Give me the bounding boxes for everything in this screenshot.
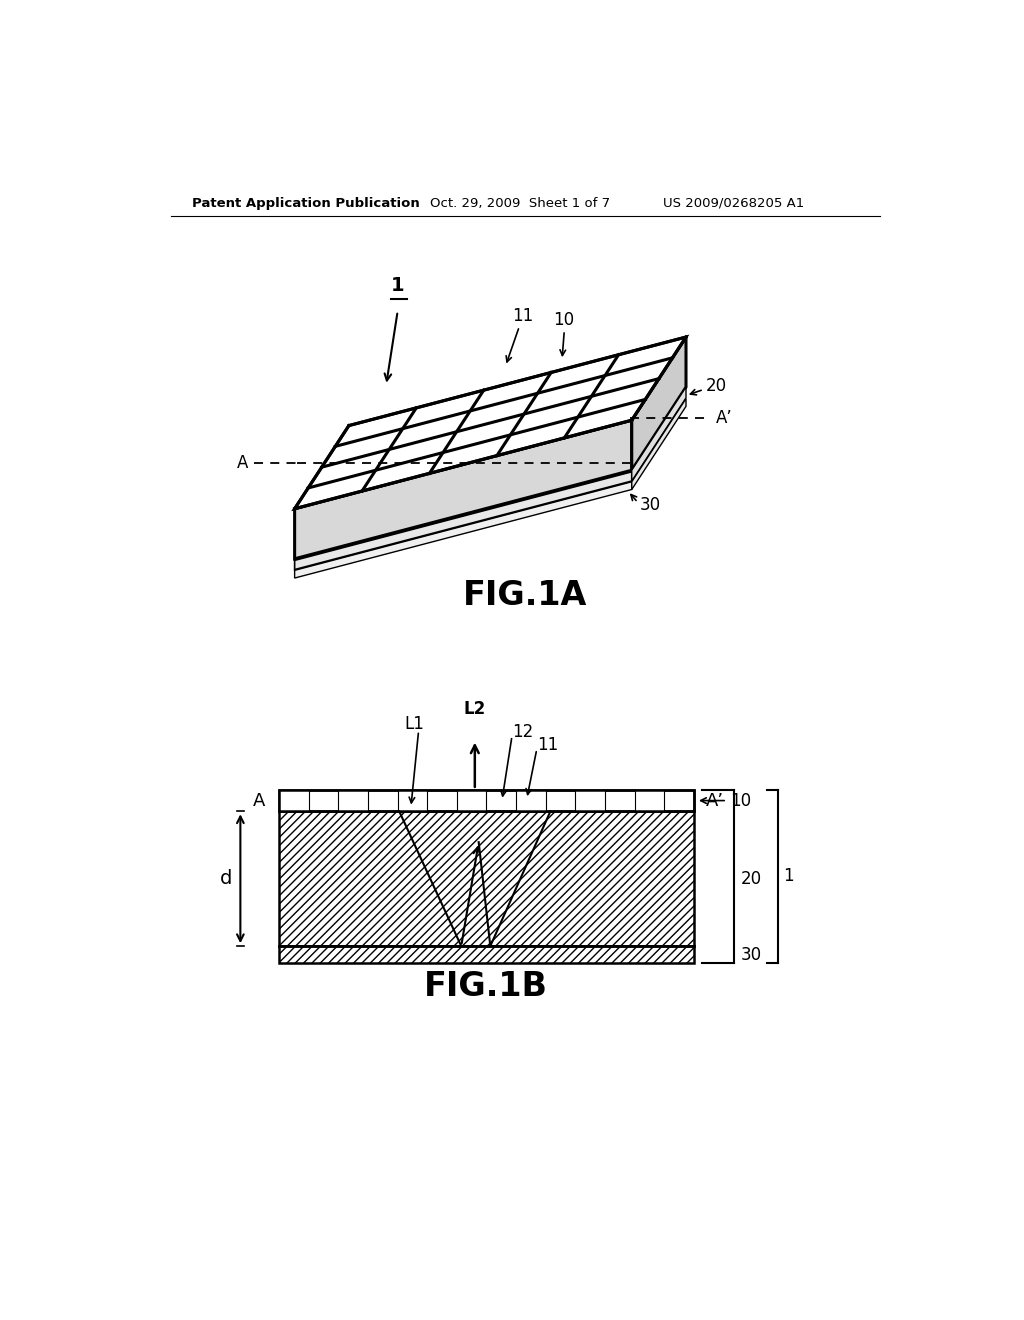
Text: L2: L2 [464,700,486,718]
Text: 20: 20 [740,870,762,888]
Bar [280,789,693,812]
Text: Patent Application Publication: Patent Application Publication [191,197,419,210]
Polygon shape [295,482,632,578]
Text: 1: 1 [783,867,794,886]
Text: d: d [220,870,232,888]
Bar [635,789,665,812]
Text: US 2009/0268205 A1: US 2009/0268205 A1 [663,197,804,210]
Text: 12: 12 [512,723,534,741]
Polygon shape [295,471,632,570]
Bar [338,789,368,812]
Bar [280,812,693,946]
Text: A’: A’ [716,409,732,426]
Polygon shape [632,387,686,480]
Text: 20: 20 [706,376,726,395]
Bar [280,789,693,812]
Bar [280,789,309,812]
Text: 30: 30 [740,945,762,964]
Polygon shape [295,420,632,558]
Text: 11: 11 [537,737,558,754]
Text: FIG.1B: FIG.1B [424,970,548,1003]
Text: FIG.1A: FIG.1A [463,579,587,612]
Polygon shape [295,337,686,508]
Text: 1: 1 [391,276,404,296]
Text: A’: A’ [706,792,724,809]
Text: Oct. 29, 2009  Sheet 1 of 7: Oct. 29, 2009 Sheet 1 of 7 [430,197,610,210]
Bar [516,789,546,812]
Polygon shape [632,399,686,490]
Text: 10: 10 [553,312,574,329]
Text: L1: L1 [404,715,425,734]
Bar [457,789,486,812]
Text: A: A [253,792,265,809]
Bar [280,946,693,964]
Polygon shape [632,337,686,470]
Text: 10: 10 [730,792,752,809]
Bar [397,789,427,812]
Text: A: A [237,454,248,471]
Text: 11: 11 [513,308,534,325]
Text: 30: 30 [640,496,660,513]
Bar [575,789,605,812]
